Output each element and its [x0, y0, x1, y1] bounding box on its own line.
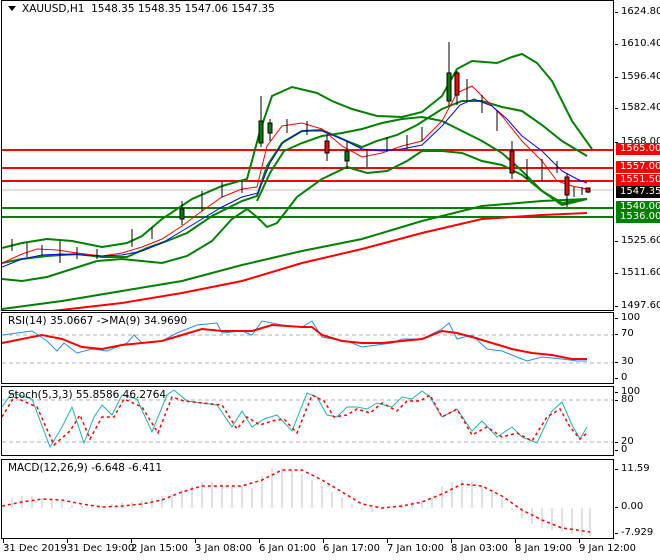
price-tick: 1610.40	[621, 38, 660, 49]
price-tick: 1497.60	[621, 300, 660, 311]
chart-title: XAUUSD,H1 1548.35 1548.35 1547.06 1547.3…	[8, 3, 275, 15]
rsi-tick: 70	[621, 328, 634, 339]
time-tick: 31 Dec 19:00	[67, 539, 135, 554]
macd-pane[interactable]: MACD(12,26,9) -6.648 -6.411	[1, 459, 614, 539]
rsi-title: RSI(14) 35.0667 ->MA(9) 34.9690	[8, 315, 188, 327]
time-tick: 8 Jan 03:00	[451, 539, 508, 554]
stoch-tick: 20	[621, 436, 634, 447]
rsi-axis: 100 70 30 0	[615, 312, 660, 384]
time-tick: 6 Jan 17:00	[323, 539, 380, 554]
ohlc-values: 1548.35 1548.35 1547.06 1547.35	[91, 3, 275, 15]
macd-axis: 11.59 0.00 -7.929	[615, 459, 660, 539]
price-tick: 1568.00	[621, 136, 660, 147]
time-tick: 2 Jan 15:00	[131, 539, 188, 554]
stoch-title: Stoch(5,3,3) 55.8586 46.2764	[8, 389, 167, 401]
level-tag-resistance: 1551.50	[616, 174, 660, 186]
level-tag-resistance: 1565.00	[616, 143, 660, 155]
time-tick: 8 Jan 19:00	[515, 539, 572, 554]
rsi-tick: 0	[621, 372, 628, 383]
level-tag-support: 1536.00	[616, 211, 660, 223]
current-price-tag: 1547.35	[616, 186, 660, 198]
time-axis: 31 Dec 2019 31 Dec 19:00 2 Jan 15:00 3 J…	[0, 539, 660, 560]
time-tick: 7 Jan 10:00	[387, 539, 444, 554]
macd-title: MACD(12,26,9) -6.648 -6.411	[8, 462, 163, 474]
time-tick: 9 Jan 12:00	[579, 539, 636, 554]
symbol-label: XAUUSD,H1	[22, 3, 85, 15]
macd-tick: 11.59	[621, 463, 650, 474]
time-tick: 31 Dec 2019	[3, 539, 67, 554]
price-chart-pane[interactable]: XAUUSD,H1 1548.35 1548.35 1547.06 1547.3…	[1, 0, 614, 311]
level-tag-resistance: 1557.00	[616, 161, 660, 173]
stoch-axis: 100 80 20 0	[615, 386, 660, 456]
rsi-tick: 100	[621, 312, 641, 323]
stoch-tick: 100	[621, 386, 641, 397]
price-axis: 1624.80 1610.40 1596.40 1582.40 1568.00 …	[615, 0, 660, 311]
price-tick: 1582.40	[621, 102, 660, 113]
stoch-tick: 0	[621, 444, 628, 455]
level-tag-support: 1540.00	[616, 201, 660, 213]
time-tick: 6 Jan 01:00	[259, 539, 316, 554]
rsi-tick: 30	[621, 356, 634, 367]
price-tick: 1624.80	[621, 6, 660, 17]
macd-tick: 0.00	[621, 501, 644, 512]
macd-plot	[2, 468, 591, 536]
price-tick: 1525.60	[621, 235, 660, 246]
price-tick: 1511.60	[621, 267, 660, 278]
macd-tick: -7.929	[621, 527, 654, 538]
stoch-tick: 80	[621, 394, 634, 405]
stochastic-pane[interactable]: Stoch(5,3,3) 55.8586 46.2764	[1, 386, 614, 456]
dropdown-arrow-icon[interactable]	[8, 6, 16, 11]
price-tick: 1596.40	[621, 71, 660, 82]
price-plot	[2, 42, 613, 310]
time-tick: 3 Jan 08:00	[195, 539, 252, 554]
rsi-pane[interactable]: RSI(14) 35.0667 ->MA(9) 34.9690	[1, 312, 614, 384]
rsi-plot	[2, 320, 613, 364]
stochastic-plot	[2, 389, 613, 449]
